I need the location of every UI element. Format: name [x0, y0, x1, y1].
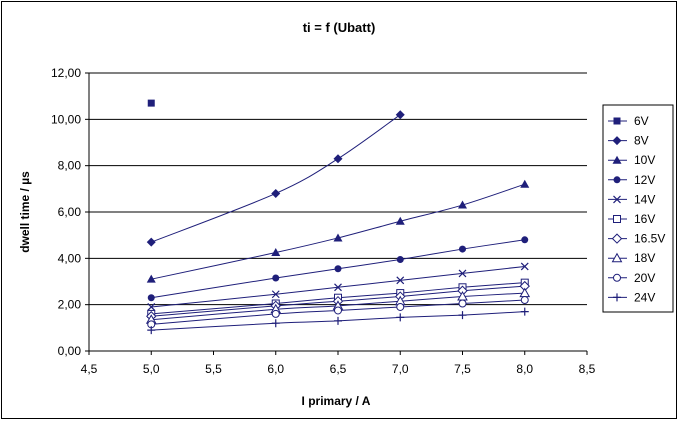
- series-line: [151, 114, 401, 243]
- legend-entry: 18V: [608, 251, 655, 265]
- data-point: [458, 299, 467, 308]
- data-point: [333, 233, 343, 242]
- legend-label: 18V: [634, 251, 655, 265]
- legend-label: 24V: [634, 290, 655, 304]
- legend-marker: [611, 233, 623, 244]
- legend-label: 6V: [634, 114, 649, 128]
- legend-marker: [613, 215, 621, 223]
- legend-entry: 20V: [608, 271, 655, 285]
- legend: 6V 8V 10V 12V 14V 16V 16.5V 18V 20V 24V: [602, 104, 674, 313]
- data-point: [458, 269, 467, 278]
- legend-entry: 6V: [608, 114, 649, 128]
- data-point: [146, 274, 156, 283]
- series-10V: [146, 179, 530, 283]
- series-20V: [147, 296, 529, 329]
- data-point: [396, 276, 405, 285]
- y-axis-label: dwell time / µs: [18, 171, 32, 253]
- data-point: [395, 110, 405, 120]
- data-point: [395, 216, 405, 225]
- series-24V: [147, 307, 529, 335]
- data-point: [271, 248, 281, 257]
- data-point: [334, 306, 342, 315]
- series-14V: [147, 262, 529, 311]
- x-axis-label: I primary / A: [302, 394, 371, 408]
- data-point: [147, 326, 156, 335]
- data-point: [147, 303, 156, 311]
- data-point: [396, 313, 405, 322]
- data-point: [147, 294, 155, 302]
- data-point: [146, 237, 156, 247]
- legend-entry: 24V: [608, 290, 655, 304]
- data-point: [271, 290, 280, 299]
- data-point: [520, 307, 529, 316]
- x-tick-label: 5,0: [143, 362, 160, 376]
- legend-label: 16V: [634, 212, 655, 226]
- data-point: [520, 262, 529, 271]
- legend-label: 10V: [634, 153, 655, 167]
- data-point: [458, 200, 467, 209]
- data-point: [334, 316, 342, 325]
- axes: 0,00 2,00 4,00 6,00 8,00 10,00 12,00 4,5 5,0 5,5 6…: [51, 66, 596, 376]
- legend-marker: [613, 176, 621, 184]
- y-tick-label: 8,00: [58, 159, 82, 173]
- data-point: [521, 236, 529, 244]
- data-point: [272, 274, 280, 282]
- y-tick-label: 4,00: [58, 251, 82, 265]
- data-point: [147, 99, 155, 107]
- data-point: [520, 296, 529, 305]
- grid-lines: [89, 72, 587, 306]
- data-point: [334, 283, 342, 292]
- series-8V: [146, 110, 405, 247]
- legend-marker: [611, 252, 623, 263]
- data-point: [271, 319, 280, 328]
- data-point: [459, 245, 466, 253]
- data-point: [271, 309, 280, 318]
- data-point: [333, 154, 343, 164]
- x-tick-label: 7,0: [392, 362, 409, 376]
- data-point: [334, 265, 342, 273]
- data-point: [396, 302, 405, 311]
- legend-label: 14V: [634, 192, 655, 206]
- series-line: [151, 183, 525, 280]
- y-tick-label: 6,00: [58, 205, 82, 219]
- legend-marker: [613, 195, 621, 204]
- legend-entry: 12V: [608, 173, 655, 187]
- series-6V: [147, 99, 155, 107]
- x-tick-label: 8,0: [516, 362, 533, 376]
- data-series: [145, 99, 531, 335]
- data-point: [396, 255, 404, 263]
- data-point: [458, 311, 467, 320]
- legend-entry: 16.5V: [608, 232, 665, 246]
- legend-label: 20V: [634, 271, 655, 285]
- data-point: [520, 179, 530, 188]
- legend-marker: [613, 273, 621, 282]
- x-tick-label: 5,5: [205, 362, 222, 376]
- x-tick-label: 8,5: [579, 362, 596, 376]
- data-point: [271, 188, 281, 198]
- y-tick-label: 10,00: [51, 112, 81, 126]
- legend-marker: [612, 136, 622, 146]
- legend-label: 16.5V: [634, 232, 665, 246]
- legend-marker: [612, 155, 622, 164]
- legend-marker: [613, 293, 621, 302]
- x-tick-label: 6,5: [330, 362, 347, 376]
- y-tick-label: 12,00: [51, 66, 81, 80]
- y-tick-label: 0,00: [58, 344, 82, 358]
- series-12V: [147, 236, 529, 302]
- legend-entry: 14V: [608, 192, 655, 206]
- legend-marker: [613, 117, 621, 125]
- legend-entry: 10V: [608, 153, 655, 167]
- x-tick-label: 7,5: [454, 362, 471, 376]
- legend-entry: 8V: [608, 134, 649, 148]
- legend-entry: 16V: [608, 212, 655, 226]
- y-tick-label: 2,00: [58, 298, 82, 312]
- legend-label: 8V: [634, 134, 649, 148]
- chart-title: ti = f (Ubatt): [303, 20, 376, 35]
- x-tick-label: 6,0: [267, 362, 284, 376]
- legend-label: 12V: [634, 173, 655, 187]
- data-point: [519, 287, 531, 298]
- x-tick-label: 4,5: [81, 362, 98, 376]
